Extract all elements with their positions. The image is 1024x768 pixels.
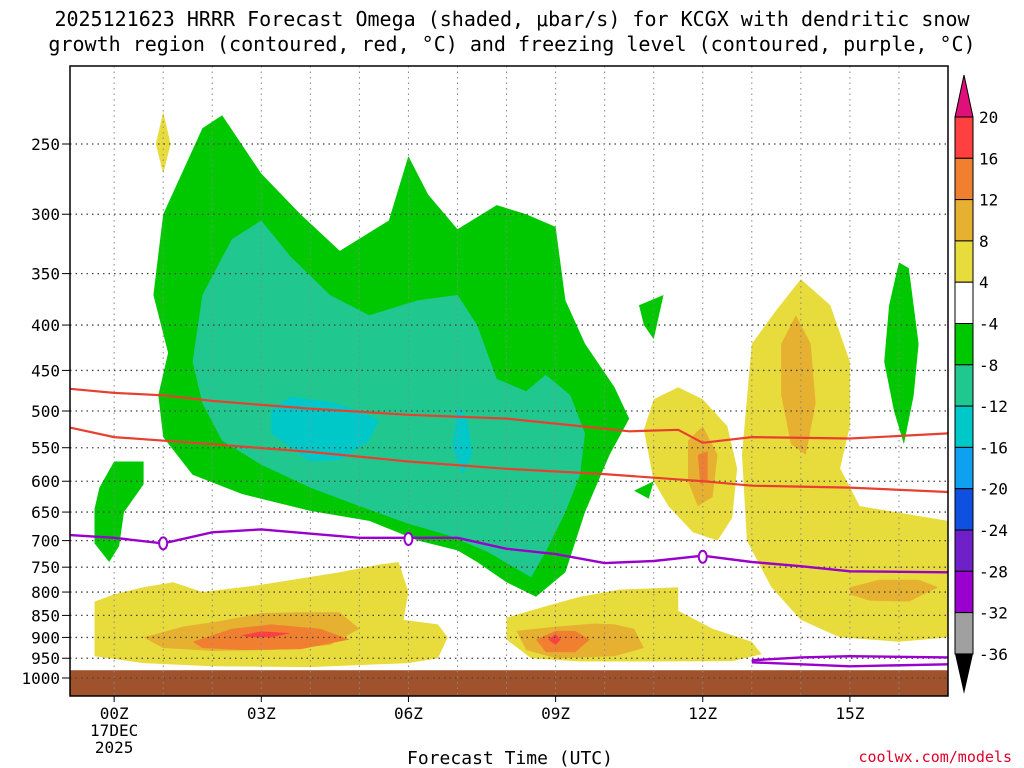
omega-region--12-6: [271, 396, 379, 462]
colorbar-label-13: -36: [979, 645, 1008, 664]
colorbar-swatch-7: [954, 405, 974, 448]
colorbar-top-arrow: [954, 74, 974, 118]
isotherm-lines: [69, 387, 949, 668]
freezing-level-low-lower: [751, 661, 949, 668]
y-tick-label-550: 550: [31, 439, 60, 458]
colorbar-swatch-4: [954, 281, 974, 325]
colorbar-swatch-5: [954, 323, 974, 366]
colorbar-label-9: -20: [979, 480, 1008, 499]
y-tick-label-600: 600: [31, 472, 60, 491]
omega-region-16-21: [548, 634, 561, 645]
colorbar-swatch-0: [954, 116, 974, 159]
y-tick-label-500: 500: [31, 402, 60, 421]
x-tick-label-12Z: 12Z: [688, 704, 717, 723]
x-tick-label-06Z: 06Z: [394, 704, 423, 723]
dgz-isotherm--18C: [69, 426, 949, 494]
freezing-level-low-upper: [751, 654, 949, 662]
chart-title-line-1: 2025121623 HRRR Forecast Omega (shaded, …: [54, 7, 970, 31]
colorbar-label-4: 4: [979, 273, 989, 292]
colorbar-swatch-11: [954, 570, 974, 614]
y-tick-label-1000: 1000: [21, 669, 60, 688]
colorbar-label-11: -28: [979, 562, 1008, 581]
freezing-level-label-2: [697, 549, 708, 564]
omega-region--4-4: [884, 262, 919, 445]
plot-frame: [69, 65, 949, 697]
y-tick-label-700: 700: [31, 532, 60, 551]
y-tick-label-300: 300: [31, 205, 60, 224]
chart-title-line-2: growth region (contoured, red, °C) and f…: [48, 32, 975, 56]
x-tick-label-15Z: 15Z: [835, 704, 864, 723]
ground-below-surface: [70, 670, 948, 696]
colorbar-swatch-8: [954, 446, 974, 490]
colorbar-swatch-6: [954, 364, 974, 407]
colorbar-label-6: -8: [979, 356, 998, 375]
freezing-level-label-0: [158, 536, 169, 551]
colorbar-swatch-1: [954, 157, 974, 201]
colorbar-label-7: -12: [979, 397, 1008, 416]
y-tick-label-750: 750: [31, 558, 60, 577]
colorbar-swatch-2: [954, 199, 974, 242]
colorbar-swatch-10: [954, 529, 974, 572]
omega-region-upper-spike: [155, 111, 171, 174]
omega-region--4-2: [639, 295, 664, 340]
x-tick-label-09Z: 09Z: [541, 704, 570, 723]
colorbar-label-2: 12: [979, 191, 998, 210]
omega-region-12-18: [536, 630, 590, 653]
omega-region-8-16: [849, 579, 939, 602]
colorbar-label-0: 20: [979, 108, 998, 127]
freezing-level-label-1: [403, 531, 414, 546]
colorbar-label-3: 8: [979, 232, 989, 251]
colorbar-label-1: 16: [979, 149, 998, 168]
colorbar-label-8: -16: [979, 438, 1008, 457]
omega-region--4-3: [634, 481, 654, 499]
colorbar: 20 16 12 8 4 -4 -8 -12 -16 -20 -24 -28 -32 -36: [954, 74, 1008, 694]
colorbar-label-5: -4: [979, 315, 998, 334]
colorbar-bottom-arrow: [955, 653, 973, 694]
dgz-isotherm--12C: [69, 387, 949, 444]
y-tick-label-900: 900: [31, 628, 60, 647]
y-tick-label-650: 650: [31, 503, 60, 522]
colorbar-swatch-9: [954, 488, 974, 531]
omega-region-8-15: [781, 315, 816, 455]
freezing-level-0C: [69, 528, 949, 574]
colorbar-swatch-3: [954, 240, 974, 283]
omega-region-16-20: [241, 631, 291, 638]
colorbar-label-10: -24: [979, 521, 1008, 540]
x-tick-date: 17DEC: [90, 721, 138, 740]
y-tick-label-800: 800: [31, 583, 60, 602]
omega-region--8-5: [192, 220, 585, 578]
y-tick-label-350: 350: [31, 265, 60, 284]
colorbar-label-12: -32: [979, 604, 1008, 623]
y-tick-label-250: 250: [31, 135, 60, 154]
watermark-text: coolwx.com/models: [858, 748, 1012, 766]
colorbar-swatch-12: [954, 612, 974, 655]
x-axis-label: Forecast Time (UTC): [407, 748, 613, 768]
y-axis: 250 300 350 400 450 500 550 600 650 700 750 800 850 9…: [21, 135, 70, 688]
x-tick-label-00Z: 00Z: [100, 704, 129, 723]
x-tick-label-03Z: 03Z: [247, 704, 276, 723]
y-tick-label-850: 850: [31, 606, 60, 625]
y-tick-label-950: 950: [31, 649, 60, 668]
y-tick-label-400: 400: [31, 316, 60, 335]
plot-area: [70, 66, 948, 696]
y-tick-label-450: 450: [31, 361, 60, 380]
x-tick-year: 2025: [95, 738, 134, 757]
